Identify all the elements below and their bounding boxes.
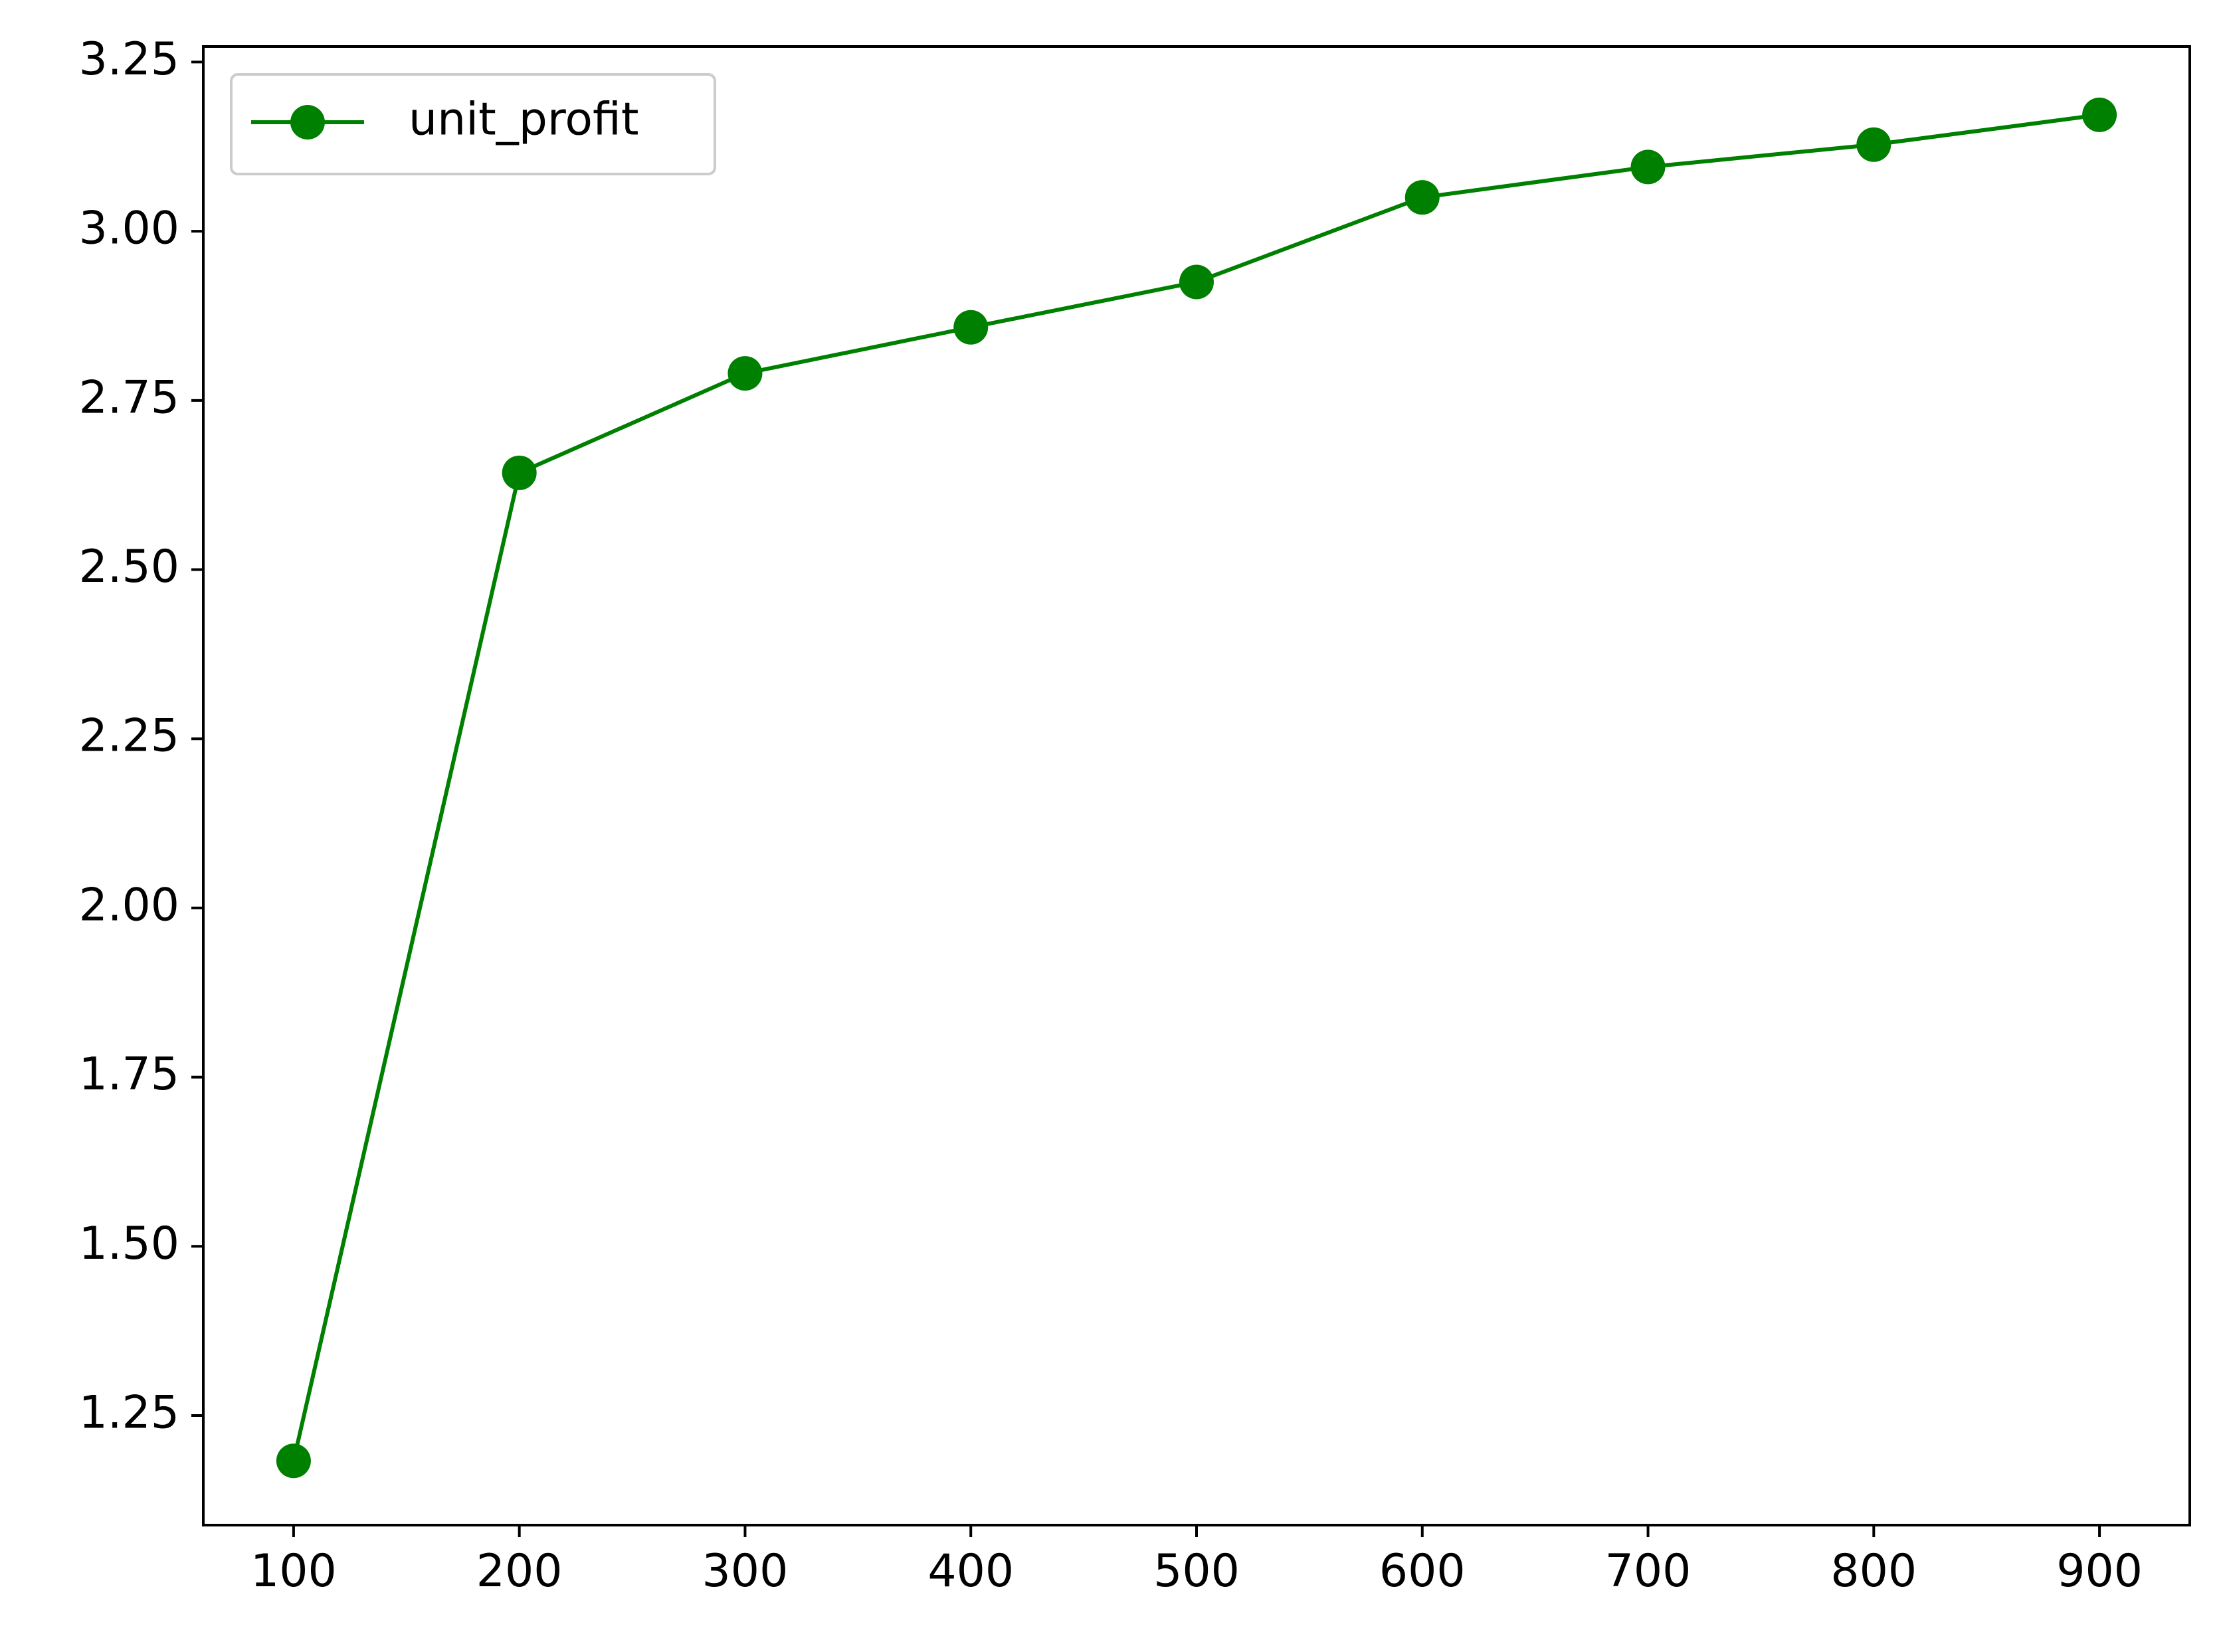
- legend-box: [230, 73, 716, 175]
- data-point: [2082, 97, 2117, 132]
- x-tick-label: 500: [1153, 1545, 1240, 1598]
- data-point: [727, 356, 763, 391]
- y-tick-label: 3.25: [79, 33, 179, 86]
- x-tick-label: 600: [1379, 1545, 1466, 1598]
- y-tick-label: 1.25: [79, 1387, 179, 1439]
- x-tick-label: 200: [476, 1545, 563, 1598]
- y-tick-label: 1.75: [79, 1048, 179, 1101]
- data-point: [1404, 180, 1440, 215]
- legend: unit_profit: [230, 73, 716, 175]
- y-axis: 1.25 1.50 1.75 2.00 2.25 2.50 2.75 3.00 3.25: [79, 33, 203, 1439]
- legend-label: unit_profit: [409, 94, 638, 146]
- y-tick-label: 1.50: [79, 1218, 179, 1270]
- data-point: [1856, 127, 1891, 162]
- x-tick-label: 900: [2056, 1545, 2143, 1598]
- data-point: [276, 1443, 311, 1479]
- x-tick-label: 700: [1605, 1545, 1691, 1598]
- y-tick-label: 2.50: [79, 541, 179, 593]
- y-tick-label: 2.25: [79, 710, 179, 763]
- x-tick-label: 800: [1830, 1545, 1917, 1598]
- y-tick-label: 2.75: [79, 371, 179, 424]
- x-axis: 100 200 300 400 500 600 700 800 900: [250, 1525, 2143, 1598]
- data-point: [502, 455, 537, 490]
- legend-marker-swatch: [290, 105, 325, 139]
- data-point: [1630, 149, 1666, 185]
- series-layer: [276, 97, 2117, 1479]
- x-tick-label: 400: [927, 1545, 1014, 1598]
- x-tick-label: 100: [250, 1545, 337, 1598]
- y-tick-label: 2.00: [79, 879, 179, 931]
- x-tick-label: 300: [702, 1545, 789, 1598]
- data-point: [1179, 264, 1214, 300]
- y-tick-label: 3.00: [79, 203, 179, 255]
- data-point: [953, 310, 989, 345]
